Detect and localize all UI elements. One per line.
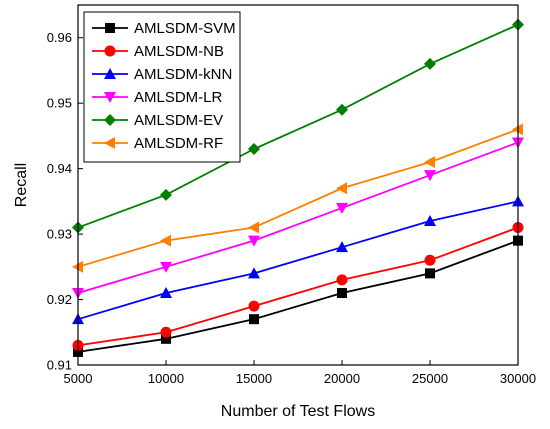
- legend-entry: AMLSDM-EV: [92, 112, 223, 129]
- series-line: [77, 141, 519, 294]
- y-tick-label: 0.93: [47, 227, 72, 242]
- data-point: [337, 288, 347, 298]
- series-amlsdm-nb: [72, 222, 524, 351]
- y-tick-label: 0.95: [47, 96, 72, 111]
- legend-marker: [104, 114, 116, 126]
- y-tick-label: 0.91: [47, 358, 72, 373]
- legend-label: AMLSDM-EV: [134, 112, 223, 129]
- series-amlsdm-ev: [72, 18, 524, 234]
- data-point: [160, 261, 172, 273]
- legend-entry: AMLSDM-SVM: [92, 20, 236, 37]
- series-line: [77, 200, 519, 321]
- legend-entry: AMLSDM-RF: [92, 135, 223, 152]
- data-point: [160, 326, 172, 338]
- y-axis-title: Recall: [13, 163, 30, 207]
- legend-marker: [104, 137, 115, 149]
- y-tick-label: 0.94: [47, 161, 72, 176]
- series-line: [77, 226, 519, 347]
- data-point: [161, 333, 171, 344]
- data-point: [425, 268, 435, 279]
- plot-frame: [77, 4, 519, 366]
- series-line: [77, 239, 519, 353]
- data-point: [424, 170, 436, 182]
- data-point: [336, 103, 348, 116]
- x-tick-label: 5000: [64, 371, 93, 386]
- series-amlsdm-lr: [72, 137, 524, 299]
- x-tick-label: 20000: [324, 371, 360, 386]
- series-amlsdm-svm: [73, 235, 523, 357]
- data-point: [336, 274, 348, 286]
- series-line: [77, 23, 519, 229]
- legend-label: AMLSDM-kNN: [134, 66, 232, 83]
- legend-entry: AMLSDM-LR: [92, 89, 223, 106]
- legend-label: AMLSDM-RF: [134, 135, 223, 152]
- legend-label: AMLSDM-NB: [134, 43, 224, 60]
- ticks-layer: 5000 10000 15000 20000 25000 30000 0.91 0.92 0.9…: [47, 30, 536, 386]
- data-point: [336, 182, 347, 195]
- data-point: [160, 188, 172, 201]
- series-line: [77, 128, 519, 268]
- legend-entry: AMLSDM-kNN: [92, 66, 232, 83]
- data-point: [424, 156, 435, 169]
- x-tick-label: 15000: [236, 371, 272, 386]
- data-point: [336, 241, 348, 253]
- legend-marker: [105, 23, 115, 33]
- x-tick-label: 30000: [500, 371, 536, 386]
- series-amlsdm-knn: [72, 195, 524, 325]
- data-point: [424, 254, 436, 266]
- data-point: [248, 300, 260, 312]
- legend-marker: [104, 68, 116, 79]
- x-axis-title: Number of Test Flows: [221, 403, 375, 420]
- data-point: [248, 143, 260, 155]
- data-point: [424, 215, 436, 226]
- legend-box: [83, 11, 241, 163]
- legend-label: AMLSDM-LR: [134, 89, 223, 106]
- legend-marker: [104, 92, 116, 103]
- legend-label: AMLSDM-SVM: [134, 20, 236, 37]
- data-point: [160, 234, 171, 247]
- legend-entry: AMLSDM-NB: [92, 43, 224, 60]
- y-tick-label: 0.92: [47, 292, 72, 307]
- data-point: [248, 267, 260, 279]
- data-point: [160, 287, 172, 298]
- data-point: [336, 202, 348, 214]
- legend: AMLSDM-SVM AMLSDM-NB AMLSDM-kNN AMLSDM-LR AM…: [83, 11, 241, 163]
- x-tick-label: 10000: [148, 371, 184, 386]
- data-point: [249, 314, 259, 325]
- data-point: [248, 235, 260, 247]
- data-point: [248, 221, 259, 234]
- data-point: [424, 57, 436, 70]
- legend-marker: [104, 45, 116, 57]
- x-tick-label: 25000: [412, 371, 448, 386]
- y-tick-label: 0.96: [47, 30, 72, 45]
